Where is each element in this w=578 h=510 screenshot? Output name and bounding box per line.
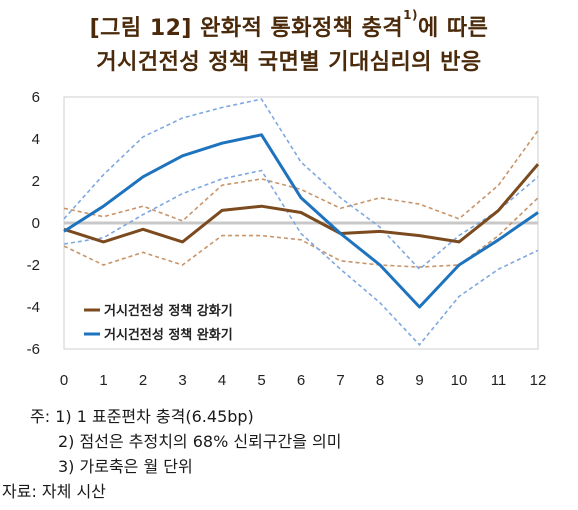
y-tick-label: -4 <box>27 299 40 316</box>
x-tick-label: 7 <box>336 372 344 389</box>
y-tick-label: 2 <box>32 173 40 190</box>
source-note: 자료: 자체 시산 <box>2 482 106 501</box>
x-tick-label: 0 <box>60 372 68 389</box>
x-tick-label: 3 <box>178 372 186 389</box>
y-tick-label: 0 <box>32 215 40 232</box>
x-tick-label: 11 <box>491 372 507 389</box>
title-prefix: [그림 12] 완화적 통화정책 충격 <box>89 16 404 41</box>
title-suffix: 에 따른 <box>417 16 489 41</box>
chart-title-line2: 거시건전성 정책 국면별 기대심리의 반응 <box>96 50 482 75</box>
y-tick-label: 6 <box>32 89 40 106</box>
x-tick-label: 4 <box>218 372 226 389</box>
x-tick-label: 5 <box>257 372 265 389</box>
y-tick-label: -6 <box>27 341 40 358</box>
x-tick-label: 10 <box>451 372 468 389</box>
chart-title-line1: [그림 12] 완화적 통화정책 충격1)에 따른 <box>0 8 578 42</box>
title-footnote-mark: 1) <box>403 8 418 22</box>
y-tick-label: -2 <box>27 257 40 274</box>
series-0-line <box>63 163 540 244</box>
x-tick-label: 1 <box>99 372 107 389</box>
y-tick-label: 4 <box>32 131 40 148</box>
legend-label-1: 거시건전성 정책 완화기 <box>104 327 233 343</box>
x-tick-label: 8 <box>376 372 384 389</box>
x-tick-label: 12 <box>530 372 547 389</box>
note-3: 3) 가로축은 월 단위 <box>58 457 193 476</box>
series-0-upper-band <box>63 130 539 222</box>
x-tick-label: 6 <box>297 372 305 389</box>
legend-label-0: 거시건전성 정책 강화기 <box>104 303 233 319</box>
note-2: 2) 점선은 추정치의 68% 신뢰구간을 의미 <box>58 432 342 451</box>
x-tick-label: 9 <box>415 372 423 389</box>
series-0-lower-band <box>63 197 539 268</box>
note-1: 주: 1) 1 표준편차 충격(6.45bp) <box>30 407 254 426</box>
series-1-line <box>63 133 539 309</box>
x-tick-label: 2 <box>139 372 147 389</box>
series-1-upper-band <box>63 98 539 271</box>
series-1-lower-band <box>63 169 539 347</box>
